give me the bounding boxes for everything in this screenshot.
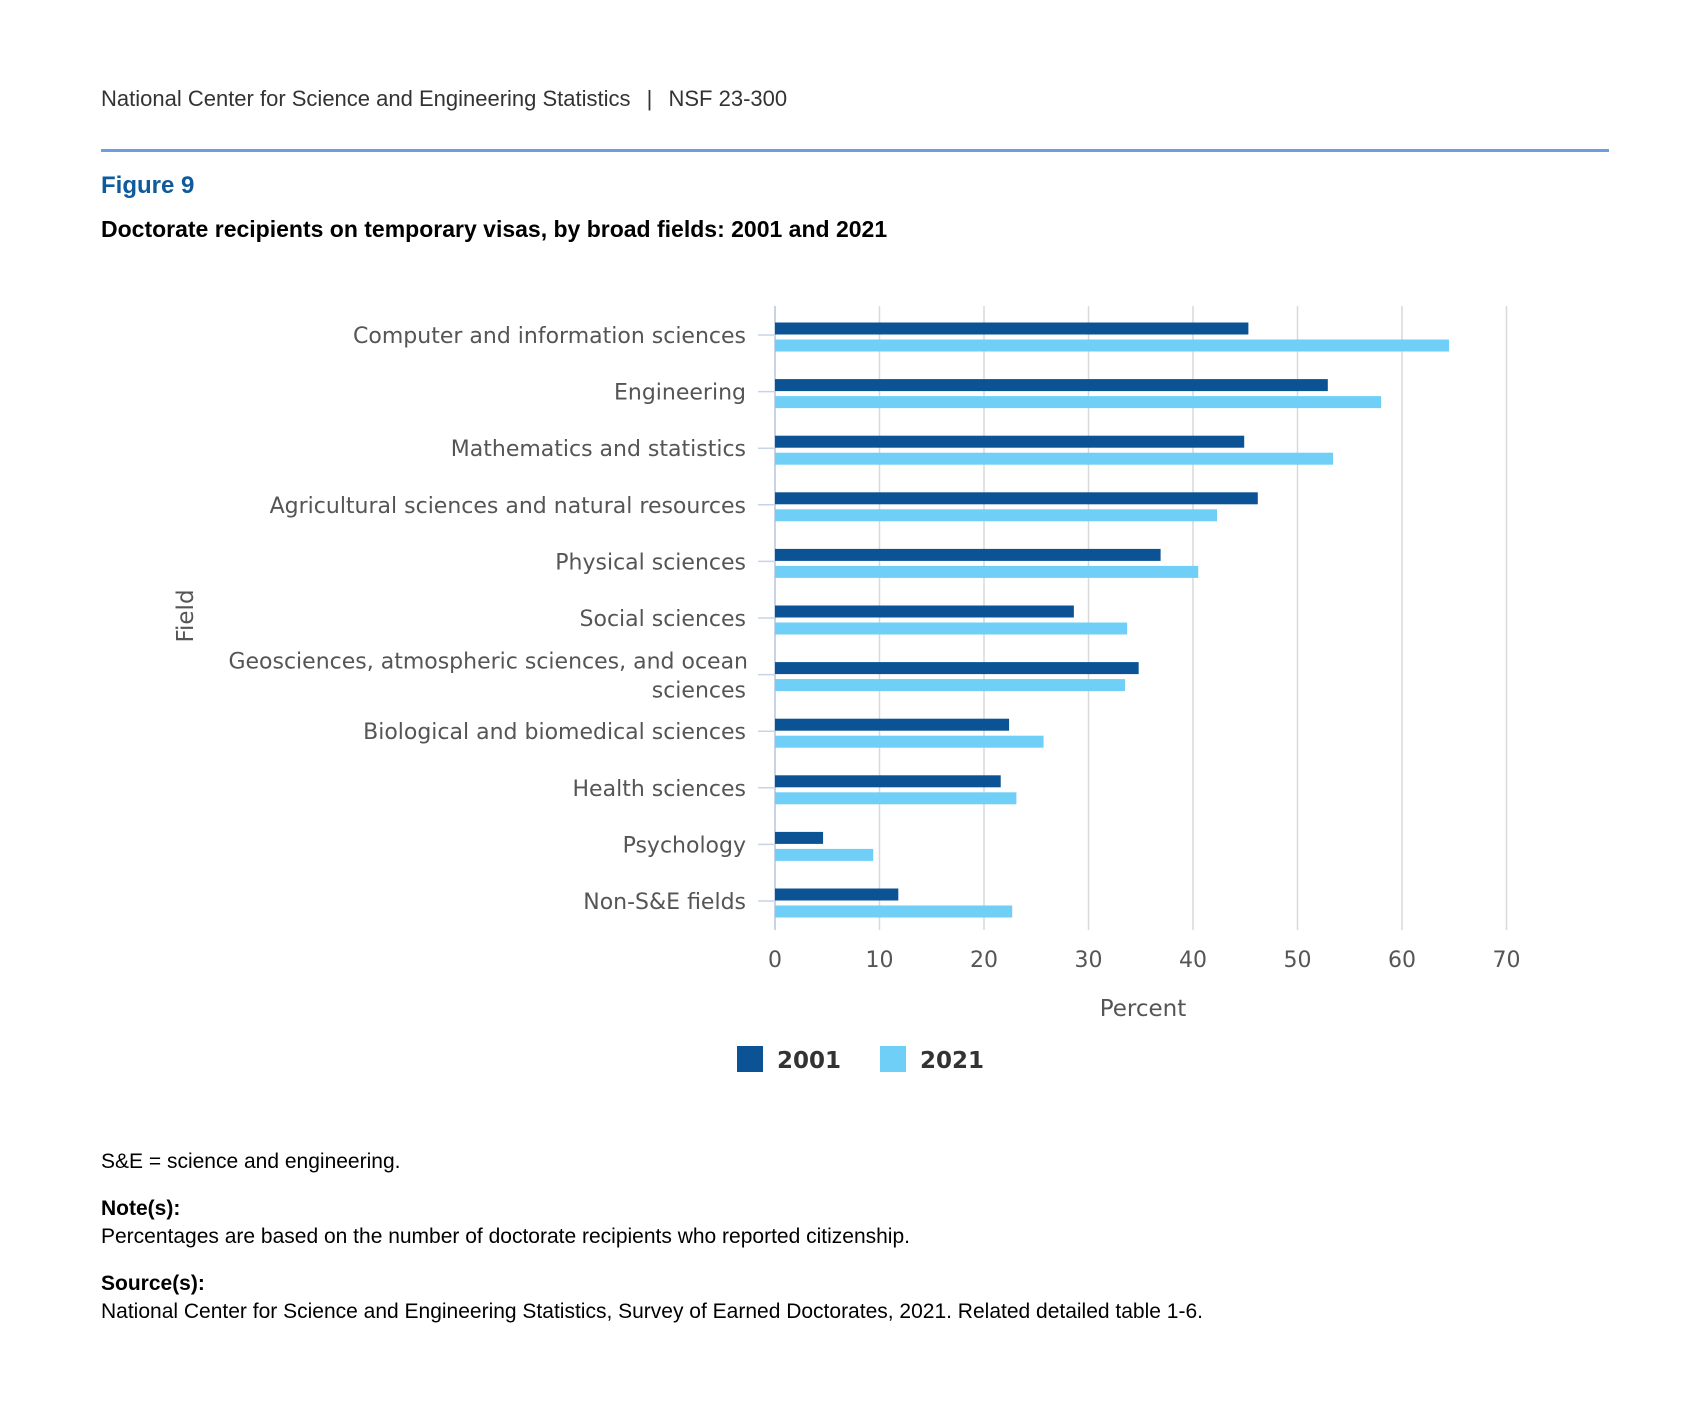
category-label-biological-and-biomedical-sciences: Biological and biomedical sciences <box>363 720 746 745</box>
category-label-mathematics-and-statistics: Mathematics and statistics <box>451 437 746 462</box>
y-axis-title: Field <box>173 589 199 642</box>
bar-2021-non-sande-fields <box>775 905 1013 918</box>
category-label-agricultural-sciences-and-natural-resources: Agricultural sciences and natural resour… <box>270 494 746 519</box>
bar-2001-agricultural-sciences-and-natural-resources <box>775 492 1258 505</box>
grid-lines <box>758 306 1508 930</box>
category-label-non-sande-fields: Non-S&E fields <box>583 890 746 915</box>
category-label-engineering: Engineering <box>614 381 746 406</box>
header-doc-id: NSF 23-300 <box>668 86 788 111</box>
x-axis-title: Percent <box>1100 996 1187 1022</box>
x-tick-30: 30 <box>1075 948 1103 973</box>
category-label-social-sciences: Social sciences <box>580 607 746 632</box>
bar-2021-psychology <box>775 848 874 861</box>
bar-2021-physical-sciences <box>775 565 1199 578</box>
header-org: National Center for Science and Engineer… <box>101 86 631 111</box>
bars <box>775 322 1450 918</box>
abbreviation-note: S&E = science and engineering. <box>101 1150 401 1173</box>
bar-2001-mathematics-and-statistics <box>775 435 1245 448</box>
bar-2021-computer-and-information-sciences <box>775 339 1450 352</box>
bar-2001-computer-and-information-sciences <box>775 322 1249 335</box>
bar-2001-biological-and-biomedical-sciences <box>775 718 1010 731</box>
bar-2021-biological-and-biomedical-sciences <box>775 735 1044 748</box>
x-tick-20: 20 <box>970 948 998 973</box>
bar-2001-geosciences-atmospheric-sciences-and-ocean-sciences <box>775 662 1139 675</box>
x-tick-labels: 0 10 20 30 40 50 60 70 <box>768 948 1521 973</box>
figure-label: Figure 9 <box>101 172 195 199</box>
bar-2021-health-sciences <box>775 792 1017 805</box>
bar-2021-agricultural-sciences-and-natural-resources <box>775 509 1218 522</box>
bar-2001-psychology <box>775 831 824 844</box>
note-text: Percentages are based on the number of d… <box>101 1225 910 1248</box>
x-tick-0: 0 <box>768 948 782 973</box>
header-rule <box>101 149 1609 152</box>
x-tick-50: 50 <box>1284 948 1312 973</box>
bar-2001-health-sciences <box>775 775 1001 788</box>
bar-2001-social-sciences <box>775 605 1074 618</box>
x-tick-40: 40 <box>1179 948 1207 973</box>
legend-label-2021: 2021 <box>920 1048 984 1074</box>
legend-swatch-2001 <box>737 1046 763 1072</box>
x-tick-60: 60 <box>1388 948 1416 973</box>
category-label-physical-sciences: Physical sciences <box>555 550 746 575</box>
report-header: National Center for Science and Engineer… <box>101 86 787 112</box>
bar-2021-geosciences-atmospheric-sciences-and-ocean-sciences <box>775 679 1126 692</box>
note-label: Note(s): <box>101 1197 181 1220</box>
header-separator: | <box>646 86 653 111</box>
category-label-computer-and-information-sciences: Computer and information sciences <box>353 324 746 349</box>
bar-2021-mathematics-and-statistics <box>775 452 1334 465</box>
legend: 2001 2021 <box>737 1046 984 1074</box>
bar-chart: Computer and information sciences Enginee… <box>173 306 1521 1074</box>
category-label-health-sciences: Health sciences <box>573 777 746 802</box>
source-label: Source(s): <box>101 1272 205 1295</box>
bar-2021-social-sciences <box>775 622 1128 635</box>
x-tick-10: 10 <box>866 948 894 973</box>
bar-2001-physical-sciences <box>775 548 1161 561</box>
legend-swatch-2021 <box>880 1046 906 1072</box>
figure-title: Doctorate recipients on temporary visas,… <box>101 216 888 242</box>
category-label-psychology: Psychology <box>623 833 746 858</box>
source-text: National Center for Science and Engineer… <box>101 1300 1203 1323</box>
category-label-geosciences-atmospheric-sciences-and-ocean-sciences: Geosciences, atmospheric sciences, and o… <box>228 650 748 704</box>
bar-2001-non-sande-fields <box>775 888 899 901</box>
legend-label-2001: 2001 <box>777 1048 841 1074</box>
bar-2021-engineering <box>775 396 1382 409</box>
category-labels: Computer and information sciences Enginee… <box>228 324 748 915</box>
x-tick-70: 70 <box>1493 948 1521 973</box>
bar-2001-engineering <box>775 379 1328 392</box>
